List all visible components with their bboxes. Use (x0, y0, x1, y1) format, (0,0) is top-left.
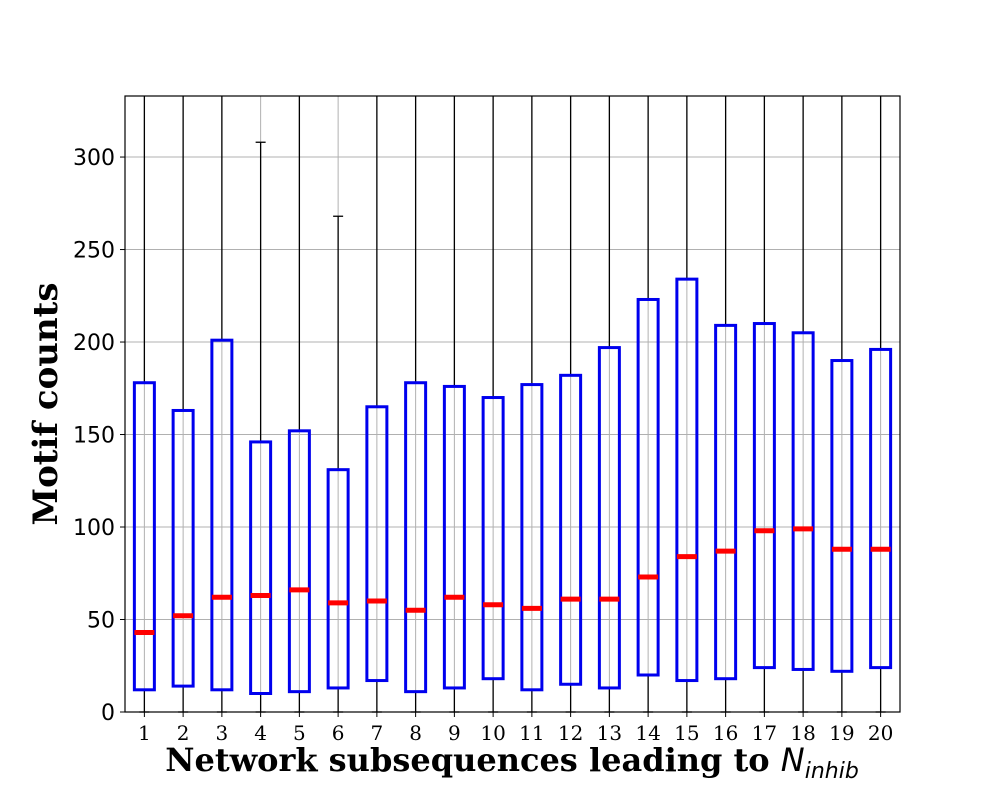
x-axis-label-symbol: N (781, 741, 805, 779)
x-tick-label: 16 (713, 721, 738, 745)
iqr-box (714, 323, 738, 681)
iqr-box (597, 346, 621, 690)
x-tick-label: 7 (371, 721, 384, 745)
x-axis-label-text: Network subsequences leading to (165, 741, 781, 779)
x-tick-label: 19 (829, 721, 854, 745)
x-axis-label: Network subsequences leading to Ninhib (165, 741, 859, 784)
box-16 (714, 96, 738, 713)
box-3 (210, 96, 234, 713)
box-7 (365, 96, 389, 713)
x-tick-label: 13 (597, 721, 622, 745)
y-tick-label: 150 (73, 424, 115, 449)
iqr-box (287, 429, 311, 694)
y-tick-label: 250 (73, 239, 115, 264)
box-11 (520, 96, 544, 713)
iqr-box (326, 468, 350, 690)
y-tick-label: 50 (87, 609, 115, 634)
x-tick-label: 20 (868, 721, 893, 745)
x-tick-label: 2 (177, 721, 190, 745)
x-tick-label: 6 (332, 721, 345, 745)
iqr-box (830, 359, 854, 673)
iqr-box (869, 347, 893, 670)
x-axis-ticks: 1 2 3 4 5 6 7 8 9 10 11 12 13 14 15 16 17 18 19 20 (138, 712, 893, 745)
iqr-box (365, 405, 389, 683)
iqr-box (442, 384, 466, 690)
iqr-box (752, 322, 776, 670)
y-tick-label: 0 (101, 701, 115, 726)
x-tick-label: 9 (448, 721, 461, 745)
iqr-box (171, 408, 195, 688)
box-13 (597, 96, 621, 713)
box-1 (132, 96, 156, 713)
y-tick-label: 100 (73, 516, 115, 541)
x-axis-label-subscript: inhib (805, 759, 859, 784)
x-tick-label: 15 (674, 721, 699, 745)
grid-lines (125, 96, 900, 713)
box-15 (675, 96, 699, 713)
box-10 (481, 96, 505, 713)
iqr-box (132, 381, 156, 692)
x-tick-label: 8 (409, 721, 422, 745)
box-14 (636, 96, 660, 713)
x-tick-label: 10 (480, 721, 505, 745)
iqr-box (210, 338, 234, 692)
iqr-box (481, 396, 505, 681)
x-tick-label: 17 (752, 721, 777, 745)
x-tick-label: 12 (558, 721, 583, 745)
iqr-box (559, 373, 583, 686)
x-tick-label: 1 (138, 721, 151, 745)
box-6 (326, 215, 350, 713)
iqr-box (520, 383, 544, 692)
iqr-box (791, 331, 815, 671)
y-tick-label: 200 (73, 331, 115, 356)
box-8 (404, 96, 428, 713)
box-2 (171, 96, 195, 713)
y-axis-ticks: 0 50 100 150 200 250 300 (73, 146, 125, 726)
box-18 (791, 96, 815, 713)
x-tick-label: 4 (254, 721, 267, 745)
x-tick-label: 5 (293, 721, 306, 745)
y-tick-label: 300 (73, 146, 115, 171)
iqr-box (675, 277, 699, 683)
box-plot-series (132, 96, 893, 713)
iqr-box (249, 440, 273, 696)
x-tick-label: 3 (216, 721, 229, 745)
x-tick-label: 18 (790, 721, 815, 745)
iqr-box (636, 297, 660, 677)
iqr-box (404, 381, 428, 694)
plot-frame (124, 95, 901, 713)
box-5 (287, 96, 311, 713)
box-12 (559, 96, 583, 713)
x-tick-label: 14 (635, 721, 660, 745)
box-19 (830, 96, 854, 713)
y-axis-label: Motif counts (26, 282, 66, 525)
x-tick-label: 11 (519, 721, 544, 745)
box-17 (752, 96, 776, 713)
